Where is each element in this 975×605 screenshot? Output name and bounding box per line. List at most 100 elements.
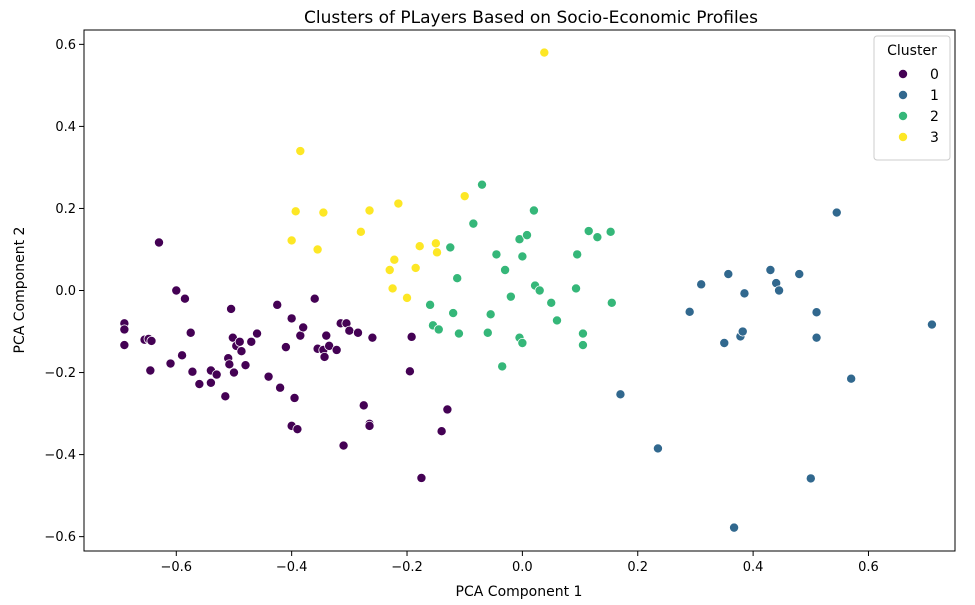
data-points bbox=[119, 47, 937, 533]
x-tick-label: 0.2 bbox=[627, 560, 648, 575]
legend-box bbox=[873, 35, 951, 161]
cluster-0-point bbox=[280, 342, 291, 353]
cluster-0-point bbox=[352, 327, 363, 338]
legend-title: Cluster bbox=[887, 43, 937, 59]
cluster-0-point bbox=[185, 327, 196, 338]
cluster-0-point bbox=[246, 336, 257, 347]
cluster-3-point bbox=[290, 206, 301, 217]
cluster-1-point bbox=[723, 269, 734, 280]
cluster-3-point bbox=[430, 238, 441, 249]
cluster-0-point bbox=[324, 340, 335, 351]
cluster-0-point bbox=[338, 440, 349, 451]
legend-label: 1 bbox=[930, 88, 939, 104]
cluster-3-point bbox=[312, 244, 323, 255]
legend: Cluster 0 1 2 3 bbox=[873, 35, 951, 161]
cluster-2-point bbox=[433, 324, 444, 335]
cluster-0-point bbox=[404, 366, 415, 377]
cluster-3-point bbox=[389, 254, 400, 265]
cluster-1-point bbox=[926, 319, 937, 330]
cluster-0-point bbox=[272, 299, 283, 310]
cluster-1-point bbox=[774, 285, 785, 296]
cluster-2-point bbox=[583, 226, 594, 237]
y-tick-label: 0.2 bbox=[55, 202, 76, 217]
x-tick-label: 0.0 bbox=[512, 560, 533, 575]
x-tick-label: −0.2 bbox=[391, 560, 423, 575]
cluster-3-point bbox=[295, 146, 306, 157]
cluster-2-point bbox=[577, 328, 588, 339]
cluster-1-point bbox=[846, 373, 857, 384]
cluster-1-point bbox=[811, 332, 822, 343]
cluster-3-point bbox=[402, 292, 413, 303]
cluster-1-point bbox=[696, 279, 707, 290]
legend-label: 3 bbox=[930, 130, 939, 146]
cluster-0-point bbox=[187, 366, 198, 377]
cluster-2-point bbox=[605, 226, 616, 237]
cluster-0-point bbox=[119, 340, 130, 351]
cluster-0-point bbox=[228, 367, 239, 378]
cluster-0-point bbox=[331, 344, 342, 355]
cluster-2-point bbox=[425, 299, 436, 310]
x-tick-label: −0.4 bbox=[276, 560, 308, 575]
cluster-2-point bbox=[514, 234, 525, 245]
cluster-0-point bbox=[309, 293, 320, 304]
cluster-2-point bbox=[551, 315, 562, 326]
cluster-3-point bbox=[286, 235, 297, 246]
cluster-0-point bbox=[298, 322, 309, 333]
x-tick-label: 0.6 bbox=[858, 560, 879, 575]
cluster-2-point bbox=[505, 291, 516, 302]
cluster-3-point bbox=[432, 247, 443, 258]
cluster-0-point bbox=[146, 335, 157, 346]
cluster-3-point bbox=[414, 241, 425, 252]
cluster-2-point bbox=[528, 205, 539, 216]
cluster-0-point bbox=[263, 371, 274, 382]
cluster-1-point bbox=[805, 473, 816, 484]
cluster-0-point bbox=[344, 325, 355, 336]
cluster-0-point bbox=[436, 426, 447, 437]
cluster-3-point bbox=[355, 226, 366, 237]
cluster-0-point bbox=[145, 365, 156, 376]
cluster-3-point bbox=[459, 191, 470, 202]
legend-label: 2 bbox=[930, 109, 939, 125]
cluster-0-point bbox=[226, 303, 237, 314]
cluster-1-point bbox=[684, 306, 695, 317]
legend-label: 0 bbox=[930, 67, 939, 83]
cluster-0-point bbox=[194, 379, 205, 390]
cluster-2-point bbox=[517, 251, 528, 262]
cluster-3-point bbox=[539, 47, 550, 58]
y-tick-label: 0.6 bbox=[55, 38, 76, 53]
y-tick-label: 0.0 bbox=[55, 284, 76, 299]
cluster-1-point bbox=[794, 269, 805, 280]
cluster-2-point bbox=[606, 297, 617, 308]
cluster-2-point bbox=[517, 338, 528, 349]
cluster-2-point bbox=[491, 249, 502, 260]
legend-items: 0 1 2 3 bbox=[898, 67, 939, 146]
x-axis-label: PCA Component 1 bbox=[456, 584, 583, 600]
cluster-0-point bbox=[179, 293, 190, 304]
cluster-0-point bbox=[234, 336, 245, 347]
cluster-0-point bbox=[220, 391, 231, 402]
cluster-0-point bbox=[205, 377, 216, 388]
cluster-0-point bbox=[286, 313, 297, 324]
cluster-0-point bbox=[442, 404, 453, 415]
cluster-0-point bbox=[358, 400, 369, 411]
cluster-1-point bbox=[652, 443, 663, 454]
cluster-2-point bbox=[534, 285, 545, 296]
cluster-3-point bbox=[387, 283, 398, 294]
cluster-3-point bbox=[364, 205, 375, 216]
cluster-0-point bbox=[406, 331, 417, 342]
cluster-1-point bbox=[765, 264, 776, 275]
cluster-0-point bbox=[321, 330, 332, 341]
cluster-2-point bbox=[521, 230, 532, 241]
cluster-1-point bbox=[719, 338, 730, 349]
cluster-2-point bbox=[448, 308, 459, 319]
cluster-0-point bbox=[153, 237, 164, 248]
plot-area bbox=[83, 29, 956, 552]
cluster-0-point bbox=[416, 472, 427, 483]
cluster-3-point bbox=[393, 198, 404, 209]
cluster-0-point bbox=[177, 350, 188, 361]
cluster-0-point bbox=[224, 359, 235, 370]
cluster-0-point bbox=[364, 420, 375, 431]
cluster-0-point bbox=[292, 424, 303, 435]
y-tick-label: −0.4 bbox=[44, 448, 76, 463]
